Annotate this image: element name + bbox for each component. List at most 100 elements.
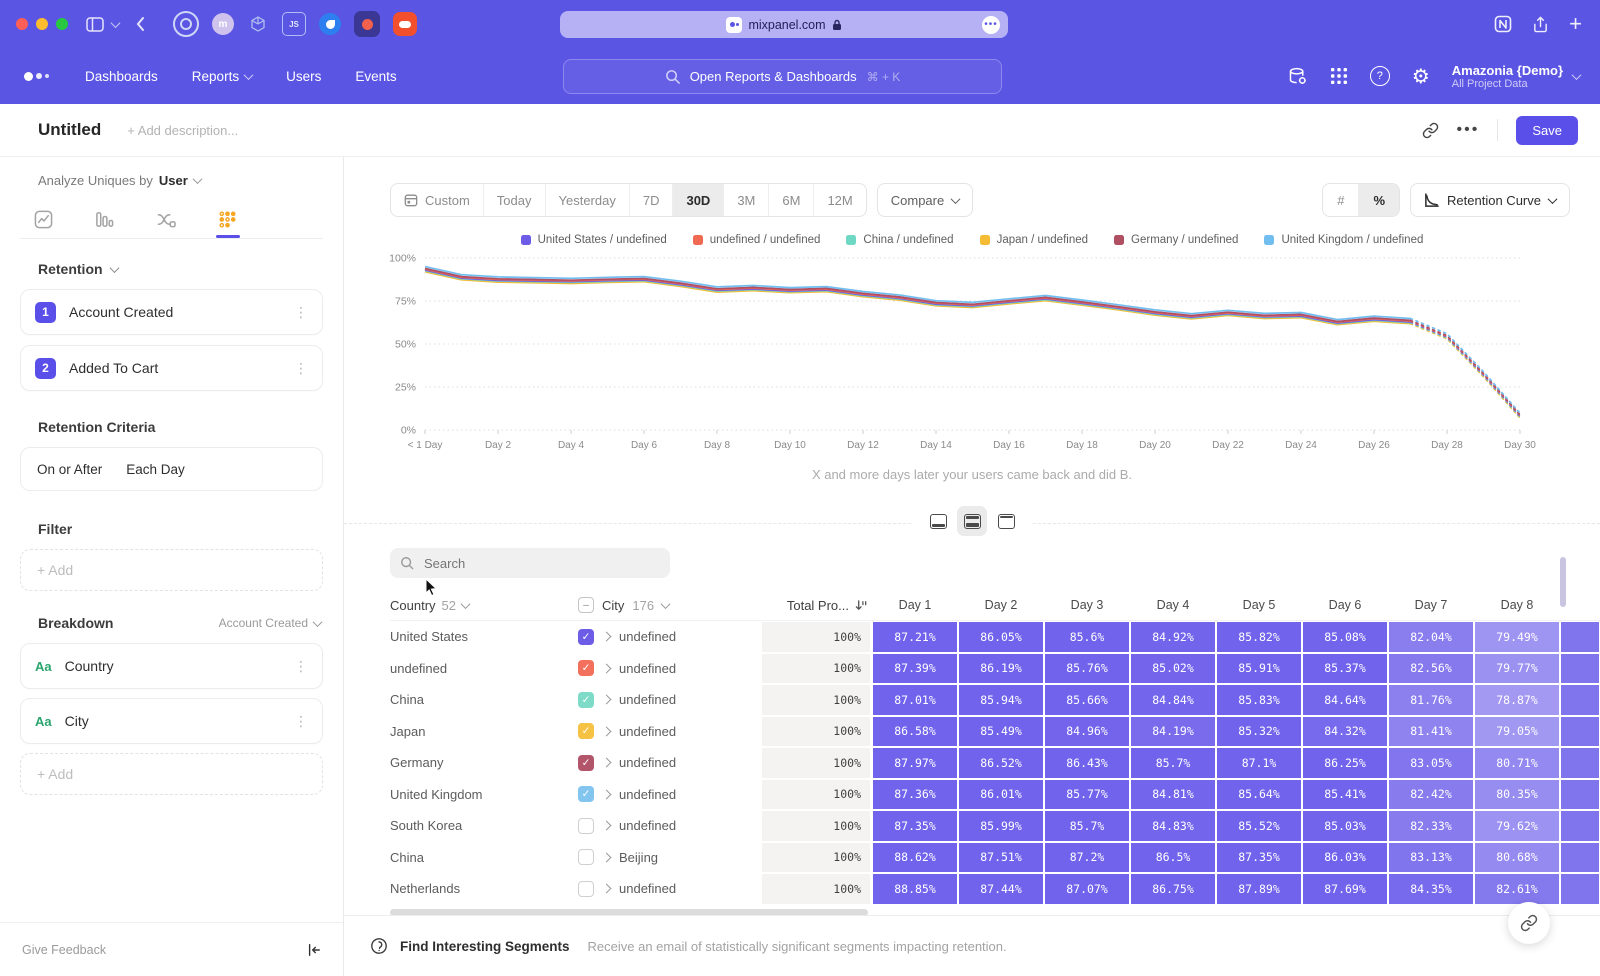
close-window-icon[interactable]: [16, 18, 28, 30]
collapse-sidebar-icon[interactable]: [307, 943, 321, 957]
address-bar[interactable]: mixpanel.com •••: [560, 11, 1008, 38]
kebab-menu-icon[interactable]: ⋮: [294, 713, 308, 730]
table-row[interactable]: ChinaBeijing100%88.62%87.51%87.2%86.5%87…: [390, 842, 1600, 874]
retention-value-cell[interactable]: 87.2%: [1045, 843, 1129, 873]
share-link-fab[interactable]: [1508, 902, 1550, 944]
legend-item[interactable]: Japan / undefined: [980, 234, 1088, 246]
retention-criteria-card[interactable]: On or After Each Day: [20, 447, 323, 491]
add-breakdown-button[interactable]: + Add: [20, 753, 323, 795]
retention-value-cell[interactable]: 86.5%: [1131, 843, 1215, 873]
legend-item[interactable]: Germany / undefined: [1114, 234, 1238, 246]
extension-icon-js[interactable]: JS: [282, 12, 306, 36]
row-checkbox[interactable]: ✓: [578, 660, 594, 676]
nav-events[interactable]: Events: [355, 69, 396, 84]
retention-value-cell[interactable]: 85.49%: [959, 717, 1043, 747]
retention-value-cell[interactable]: 85.83%: [1217, 685, 1301, 715]
column-day-3[interactable]: Day 3: [1044, 598, 1130, 612]
percent-mode-button[interactable]: %: [1358, 184, 1399, 216]
retention-value-cell[interactable]: 85.91%: [1217, 654, 1301, 684]
absolute-mode-button[interactable]: #: [1323, 184, 1358, 216]
retention-value-cell[interactable]: 84.83%: [1131, 811, 1215, 841]
kebab-menu-icon[interactable]: ⋮: [294, 304, 308, 321]
tab-chevron-icon[interactable]: [112, 21, 119, 28]
retention-value-cell[interactable]: 86.43%: [1045, 748, 1129, 778]
extension-icon-target[interactable]: [173, 11, 199, 37]
row-checkbox[interactable]: [578, 818, 594, 834]
table-row[interactable]: Germany✓undefined100%87.97%86.52%86.43%8…: [390, 747, 1600, 779]
nav-dashboards[interactable]: Dashboards: [85, 69, 158, 84]
date-range-30d[interactable]: 30D: [672, 184, 723, 216]
retention-value-cell[interactable]: 80.68%: [1475, 843, 1559, 873]
layout-chart-only-button[interactable]: [923, 506, 953, 536]
date-range-7d[interactable]: 7D: [629, 184, 673, 216]
retention-value-cell[interactable]: 79.49%: [1475, 622, 1559, 652]
criteria-interval[interactable]: Each Day: [126, 462, 185, 477]
retention-section-title[interactable]: Retention: [38, 261, 103, 277]
row-checkbox[interactable]: [578, 849, 594, 865]
retention-value-cell[interactable]: 85.41%: [1303, 780, 1387, 810]
criteria-condition[interactable]: On or After: [37, 462, 102, 477]
global-search[interactable]: Open Reports & Dashboards ⌘ + K: [563, 59, 1002, 94]
select-all-checkbox[interactable]: –: [578, 597, 594, 613]
retention-value-cell[interactable]: 87.89%: [1217, 874, 1301, 904]
retention-value-cell[interactable]: 86.05%: [959, 622, 1043, 652]
row-checkbox[interactable]: [578, 881, 594, 897]
report-title[interactable]: Untitled: [38, 120, 101, 140]
extension-icon-record[interactable]: [354, 11, 380, 37]
column-day-1[interactable]: Day 1: [872, 598, 958, 612]
help-icon[interactable]: ?: [1370, 66, 1390, 86]
column-day-7[interactable]: Day 7: [1388, 598, 1474, 612]
tab-retention[interactable]: [218, 200, 237, 238]
retention-value-cell[interactable]: 84.35%: [1389, 874, 1473, 904]
retention-value-cell[interactable]: 85.82%: [1217, 622, 1301, 652]
retention-value-cell[interactable]: 84.32%: [1303, 717, 1387, 747]
layout-table-only-button[interactable]: [991, 506, 1021, 536]
legend-item[interactable]: United States / undefined: [521, 234, 667, 246]
new-tab-icon[interactable]: +: [1569, 11, 1582, 37]
retention-value-cell[interactable]: 84.81%: [1131, 780, 1215, 810]
retention-value-cell[interactable]: 85.77%: [1045, 780, 1129, 810]
extension-icon-cloud[interactable]: [393, 12, 417, 36]
retention-value-cell[interactable]: 85.03%: [1303, 811, 1387, 841]
date-range-custom[interactable]: Custom: [391, 184, 483, 216]
retention-value-cell[interactable]: 85.64%: [1217, 780, 1301, 810]
extensions-menu-icon[interactable]: •••: [982, 16, 1000, 34]
retention-value-cell[interactable]: 87.39%: [873, 654, 957, 684]
give-feedback-link[interactable]: Give Feedback: [22, 943, 106, 957]
date-range-6m[interactable]: 6M: [768, 184, 813, 216]
tab-flows[interactable]: [156, 200, 176, 238]
tab-insights[interactable]: [34, 200, 53, 238]
retention-value-cell[interactable]: 85.02%: [1131, 654, 1215, 684]
retention-value-cell[interactable]: 86.03%: [1303, 843, 1387, 873]
retention-value-cell[interactable]: 84.96%: [1045, 717, 1129, 747]
row-checkbox[interactable]: ✓: [578, 692, 594, 708]
expand-row-icon[interactable]: [602, 852, 612, 862]
retention-value-cell[interactable]: 80.35%: [1475, 780, 1559, 810]
vertical-scrollbar-thumb[interactable]: [1560, 557, 1566, 607]
expand-row-icon[interactable]: [602, 695, 612, 705]
expand-row-icon[interactable]: [602, 726, 612, 736]
retention-step-2[interactable]: 2 Added To Cart ⋮: [20, 345, 323, 391]
retention-value-cell[interactable]: 85.6%: [1045, 622, 1129, 652]
table-row[interactable]: China✓undefined100%87.01%85.94%85.66%84.…: [390, 684, 1600, 716]
retention-value-cell[interactable]: 79.77%: [1475, 654, 1559, 684]
column-country[interactable]: Country 52: [390, 598, 568, 613]
retention-value-cell[interactable]: 85.7%: [1045, 811, 1129, 841]
expand-row-icon[interactable]: [602, 821, 612, 831]
retention-value-cell[interactable]: 82.42%: [1389, 780, 1473, 810]
apps-grid-icon[interactable]: [1330, 67, 1348, 85]
retention-value-cell[interactable]: 87.44%: [959, 874, 1043, 904]
legend-item[interactable]: undefined / undefined: [693, 234, 821, 246]
retention-value-cell[interactable]: 85.32%: [1217, 717, 1301, 747]
data-management-icon[interactable]: [1287, 66, 1308, 87]
retention-value-cell[interactable]: 88.85%: [873, 874, 957, 904]
date-range-12m[interactable]: 12M: [813, 184, 865, 216]
extension-icon-bird[interactable]: [319, 13, 341, 35]
column-day-5[interactable]: Day 5: [1216, 598, 1302, 612]
retention-value-cell[interactable]: 87.1%: [1217, 748, 1301, 778]
chart-type-dropdown[interactable]: Retention Curve: [1410, 183, 1570, 217]
retention-value-cell[interactable]: 85.99%: [959, 811, 1043, 841]
retention-value-cell[interactable]: 84.64%: [1303, 685, 1387, 715]
date-range-today[interactable]: Today: [483, 184, 545, 216]
column-total[interactable]: Total Pro...: [760, 598, 872, 613]
